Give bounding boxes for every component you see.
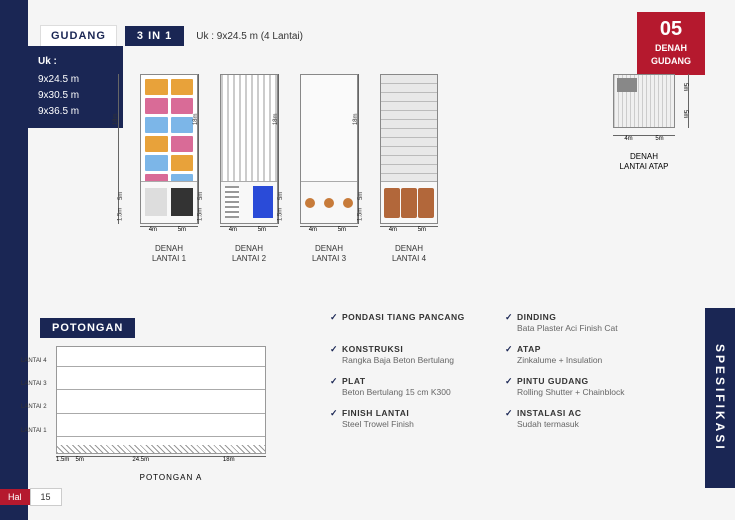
storage-cell: [171, 155, 194, 171]
page-number: 05: [641, 18, 701, 41]
size-opt: 9x36.5 m: [38, 104, 113, 120]
spec-item: KONSTRUKSIRangka Baja Beton Bertulang: [330, 344, 485, 366]
page-badge: 05 DENAH GUDANG: [637, 12, 705, 75]
section-drawing: LANTAI 4 LANTAI 3 LANTAI 2 LANTAI 1 1.5m…: [56, 346, 286, 482]
spec-item: PLATBeton Bertulang 15 cm K300: [330, 376, 485, 398]
plan-floor-2: 4m5m DENAHLANTAI 2: [220, 74, 278, 265]
storage-cell: [145, 98, 168, 114]
storage-cell: [171, 117, 194, 133]
page-footer: Hal 15: [0, 488, 62, 506]
plan-label-1: DENAHLANTAI 1: [152, 244, 186, 265]
section-title: POTONGAN A: [56, 473, 286, 482]
hal-number: 15: [30, 488, 62, 506]
section-label: POTONGAN: [40, 318, 135, 336]
plan-box-4: [380, 74, 438, 224]
section-dim-h: 1.5m 5m 24.5m 18m: [56, 456, 266, 463]
size-title: Uk :: [38, 54, 113, 70]
plan-box-1: [140, 74, 198, 224]
variant-badge: 3 IN 1: [125, 26, 184, 46]
size-list: Uk : 9x24.5 m 9x30.5 m 9x36.5 m: [28, 46, 123, 128]
plan-label-3: DENAHLANTAI 3: [312, 244, 346, 265]
plan-floor-3: 4m5m DENAHLANTAI 3: [300, 74, 358, 265]
specs-grid: PONDASI TIANG PANCANG DINDINGBata Plaster…: [330, 312, 660, 430]
storage-cell: [171, 136, 194, 152]
page-label-2: GUDANG: [641, 56, 701, 67]
storage-cell: [171, 79, 194, 95]
plan-box-2: [220, 74, 278, 224]
roof-label: DENAHLANTAI ATAP: [613, 152, 675, 173]
storage-cell: [145, 136, 168, 152]
storage-cell: [145, 79, 168, 95]
storage-cell: [145, 117, 168, 133]
spec-item: ATAPZinkalume + Insulation: [505, 344, 660, 366]
storage-cell: [171, 98, 194, 114]
dim-vertical: [118, 74, 136, 224]
spec-item: INSTALASI ACSudah termasuk: [505, 408, 660, 430]
spesifikasi-tab: SPESIFIKASI: [705, 308, 735, 488]
plan-box-3: [300, 74, 358, 224]
header-subtitle: Uk : 9x24.5 m (4 Lantai): [196, 31, 303, 42]
left-stripe: [0, 0, 28, 520]
header-row: GUDANG 3 IN 1 Uk : 9x24.5 m (4 Lantai): [40, 25, 303, 47]
storage-cell: [145, 155, 168, 171]
roof-plan: 5m5m 4m5m DENAHLANTAI ATAP: [613, 74, 675, 173]
size-opt: 9x24.5 m: [38, 72, 113, 88]
floor-plans-row: 4m5m DENAHLANTAI 1 4m5m DENAHLANTAI 2 4m…: [140, 74, 438, 265]
plan-floor-1: 4m5m DENAHLANTAI 1: [140, 74, 198, 265]
category-badge: GUDANG: [40, 25, 117, 47]
roof-dim-v: 5m5m: [681, 74, 689, 128]
roof-dim-h: 4m5m: [613, 135, 675, 142]
spec-item: PONDASI TIANG PANCANG: [330, 312, 485, 334]
dim-horizontal: 4m5m: [140, 226, 198, 238]
size-opt: 9x30.5 m: [38, 88, 113, 104]
hal-label: Hal: [0, 489, 30, 505]
page-label-1: DENAH: [641, 43, 701, 54]
plan-label-4: DENAHLANTAI 4: [392, 244, 426, 265]
spec-item: FINISH LANTAISteel Trowel Finish: [330, 408, 485, 430]
section-box: LANTAI 4 LANTAI 3 LANTAI 2 LANTAI 1: [56, 346, 266, 454]
spec-item: PINTU GUDANGRolling Shutter + Chainblock: [505, 376, 660, 398]
plan-floor-4: 4m5m DENAHLANTAI 4: [380, 74, 438, 265]
roof-box: [613, 74, 675, 128]
spec-item: DINDINGBata Plaster Aci Finish Cat: [505, 312, 660, 334]
plan-label-2: DENAHLANTAI 2: [232, 244, 266, 265]
